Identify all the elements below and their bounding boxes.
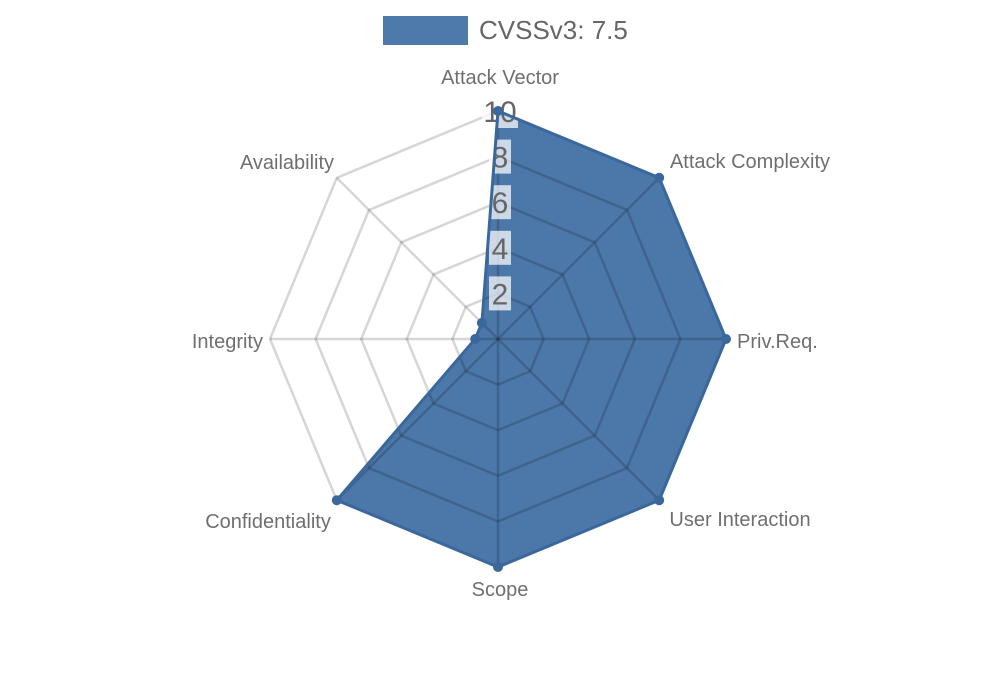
data-point-scope (493, 562, 503, 572)
axis-spoke-availability (335, 176, 499, 340)
tick-backdrop-4 (489, 230, 511, 265)
series-fill (336, 111, 726, 567)
grid-ring-4 (405, 246, 591, 432)
tick-label-2: 2 (492, 278, 509, 311)
data-point-attack-vector (493, 106, 503, 116)
legend-label: CVSSv3: 7.5 (479, 15, 628, 45)
data-point-integrity (470, 334, 481, 344)
axis-label-attack-complexity: Attack Complexity (670, 151, 830, 173)
data-point-confidentiality (331, 495, 342, 506)
grid-ring-8 (314, 155, 682, 523)
chart-legend[interactable]: CVSSv3: 7.5 (383, 16, 628, 45)
data-point-attack-complexity (654, 172, 665, 183)
axis-spoke-attack-complexity (497, 176, 661, 340)
axis-spoke-confidentiality (335, 338, 499, 502)
axis-label-availability: Availability (240, 152, 334, 174)
tick-backdrop-2 (489, 276, 511, 311)
axis-label-integrity: Integrity (192, 331, 263, 353)
axis-label-scope: Scope (472, 579, 529, 601)
legend-swatch (383, 16, 468, 45)
axis-label-confidentiality: Confidentiality (205, 511, 331, 533)
axis-label-attack-vector: Attack Vector (441, 67, 559, 89)
tick-label-4: 4 (492, 233, 509, 266)
grid-ring-2 (451, 292, 545, 386)
tick-label-6: 6 (492, 187, 509, 220)
axis-label-priv-req: Priv.Req. (737, 331, 818, 353)
data-point-priv-req (721, 334, 731, 344)
data-point-availability (476, 317, 487, 328)
grid-ring-6 (359, 200, 637, 478)
axis-spoke-user-interaction (497, 338, 661, 502)
axis-label-user-interaction: User Interaction (669, 509, 810, 531)
tick-backdrop-6 (489, 185, 511, 220)
data-point-user-interaction (654, 495, 665, 506)
